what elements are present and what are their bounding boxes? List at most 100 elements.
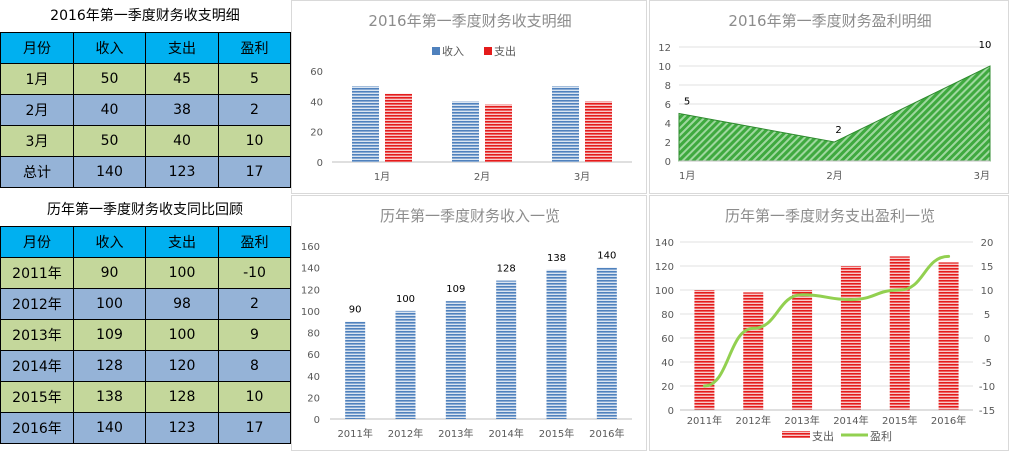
chart-income-expense-2016-panel: 2016年第一季度财务收支明细 0 20 40 60 1月 2月 3月 收入 支出 (291, 0, 647, 194)
table2-header-expense[interactable]: 支出 (145, 226, 219, 258)
bar-expense (792, 290, 813, 410)
table-cell[interactable]: 100 (145, 319, 219, 351)
table2-header-income[interactable]: 收入 (73, 226, 146, 258)
data-label: 5 (684, 97, 690, 108)
chart-title: 历年第一季度财务支出盈利一览 (725, 207, 935, 225)
table1-header-expense[interactable]: 支出 (145, 32, 219, 64)
y-tick-label: 40 (307, 372, 320, 383)
table-cell[interactable]: 17 (218, 412, 291, 444)
data-label: 2 (835, 125, 841, 136)
chart-income-history: 历年第一季度财务收入一览 0 20 40 60 80 100 120 140 160 90 2011年… (301, 207, 632, 440)
chart-title: 2016年第一季度财务收支明细 (368, 12, 571, 30)
y-tick-label: 120 (655, 262, 674, 273)
table-cell[interactable]: 2012年 (0, 288, 74, 320)
x-tick-label: 2016年 (931, 414, 966, 427)
table-cell[interactable]: 2 (218, 94, 291, 126)
table-cell[interactable]: 123 (145, 156, 219, 188)
table2: 月份 收入 支出 盈利 2011年 90 100 -10 2012年 100 9… (0, 226, 291, 444)
bar-income (546, 269, 567, 419)
table-cell[interactable]: 2016年 (0, 412, 74, 444)
table-cell[interactable]: 120 (145, 350, 219, 382)
table-cell[interactable]: 140 (73, 156, 146, 188)
table-cell[interactable]: 100 (145, 257, 219, 289)
table2-header-profit[interactable]: 盈利 (218, 226, 291, 258)
table-cell[interactable]: 138 (73, 381, 146, 413)
table-cell[interactable]: 40 (73, 94, 146, 126)
x-tick-label: 2011年 (687, 414, 722, 427)
x-tick-label: 2011年 (337, 427, 372, 440)
area-profit (678, 65, 991, 162)
table-cell[interactable]: 45 (145, 63, 219, 95)
y-tick-label: 80 (307, 329, 320, 340)
data-label: 140 (597, 251, 616, 262)
table-cell[interactable]: 109 (73, 319, 146, 351)
y2-tick-label: 10 (981, 286, 994, 297)
table-cell[interactable]: 98 (145, 288, 219, 320)
y2-tick-label: 20 (981, 238, 994, 249)
x-tick-label: 2月 (474, 171, 490, 183)
legend-swatch (484, 47, 492, 55)
table1: 月份 收入 支出 盈利 1月 50 45 5 2月 40 38 2 3月 50 … (0, 32, 291, 188)
legend-label: 盈利 (870, 430, 892, 443)
legend-swatch (432, 47, 440, 55)
table-cell[interactable]: 50 (73, 125, 146, 157)
table1-header-profit[interactable]: 盈利 (218, 32, 291, 64)
table-cell[interactable]: 5 (218, 63, 291, 95)
table-cell[interactable]: 2011年 (0, 257, 74, 289)
table-cell[interactable]: 2 (218, 288, 291, 320)
table-cell[interactable]: 38 (145, 94, 219, 126)
table-cell[interactable]: 17 (218, 156, 291, 188)
y-tick-label: 160 (301, 242, 320, 253)
chart-income-history-panel: 历年第一季度财务收入一览 0 20 40 60 80 100 120 140 160 90 2011年… (291, 195, 647, 451)
x-tick-label: 2月 (826, 170, 842, 182)
table-cell[interactable]: 90 (73, 257, 146, 289)
bar-expense (694, 290, 715, 410)
table-cell[interactable]: 128 (73, 350, 146, 382)
table-cell[interactable]: 2月 (0, 94, 74, 126)
y-tick-label: 120 (301, 285, 320, 296)
x-tick-label: 2015年 (882, 414, 917, 427)
bar-income (352, 86, 379, 162)
table-cell[interactable]: 8 (218, 350, 291, 382)
x-tick-label: 2014年 (488, 427, 523, 440)
table-cell[interactable]: 140 (73, 412, 146, 444)
y-tick-label: 40 (310, 97, 323, 108)
table-row: 2013年 109 100 9 (0, 319, 291, 351)
y-tick-label: 60 (310, 67, 323, 78)
y-tick-label: 140 (655, 238, 674, 249)
table2-header-year[interactable]: 月份 (0, 226, 74, 258)
y-tick-label: 8 (665, 81, 671, 92)
bar-expense (743, 292, 764, 410)
table-cell[interactable]: 1月 (0, 63, 74, 95)
y-tick-label: 6 (665, 100, 671, 111)
table-cell[interactable]: 10 (218, 381, 291, 413)
table-cell[interactable]: 2013年 (0, 319, 74, 351)
bar-income (496, 280, 517, 419)
table-cell[interactable]: -10 (218, 257, 291, 289)
table-cell[interactable]: 2014年 (0, 350, 74, 382)
table-row: 2月 40 38 2 (0, 94, 291, 126)
table-row: 2012年 100 98 2 (0, 288, 291, 320)
table-cell[interactable]: 40 (145, 125, 219, 157)
bar-expense (585, 101, 612, 162)
table1-header-month[interactable]: 月份 (0, 32, 74, 64)
table-cell[interactable]: 3月 (0, 125, 74, 157)
table1-header-income[interactable]: 收入 (73, 32, 146, 64)
table-cell[interactable]: 9 (218, 319, 291, 351)
table-cell[interactable]: 50 (73, 63, 146, 95)
table-cell[interactable]: 123 (145, 412, 219, 444)
x-tick-label: 2015年 (539, 427, 574, 440)
data-label: 128 (497, 264, 516, 275)
table-cell[interactable]: 100 (73, 288, 146, 320)
bar-income (596, 267, 617, 419)
table-cell[interactable]: 2015年 (0, 381, 74, 413)
table-cell[interactable]: 10 (218, 125, 291, 157)
y-tick-label: 0 (317, 158, 323, 169)
x-tick-label: 2014年 (833, 414, 868, 427)
chart-expense-profit-history-panel: 历年第一季度财务支出盈利一览 0 20 40 60 80 100 120 140 -15 -10 -5… (649, 195, 1009, 451)
x-tick-label: 2013年 (784, 414, 819, 427)
table-cell[interactable]: 128 (145, 381, 219, 413)
chart-title: 历年第一季度财务收入一览 (380, 207, 560, 225)
table-cell[interactable]: 总计 (0, 156, 74, 188)
x-tick-label: 2016年 (589, 427, 624, 440)
